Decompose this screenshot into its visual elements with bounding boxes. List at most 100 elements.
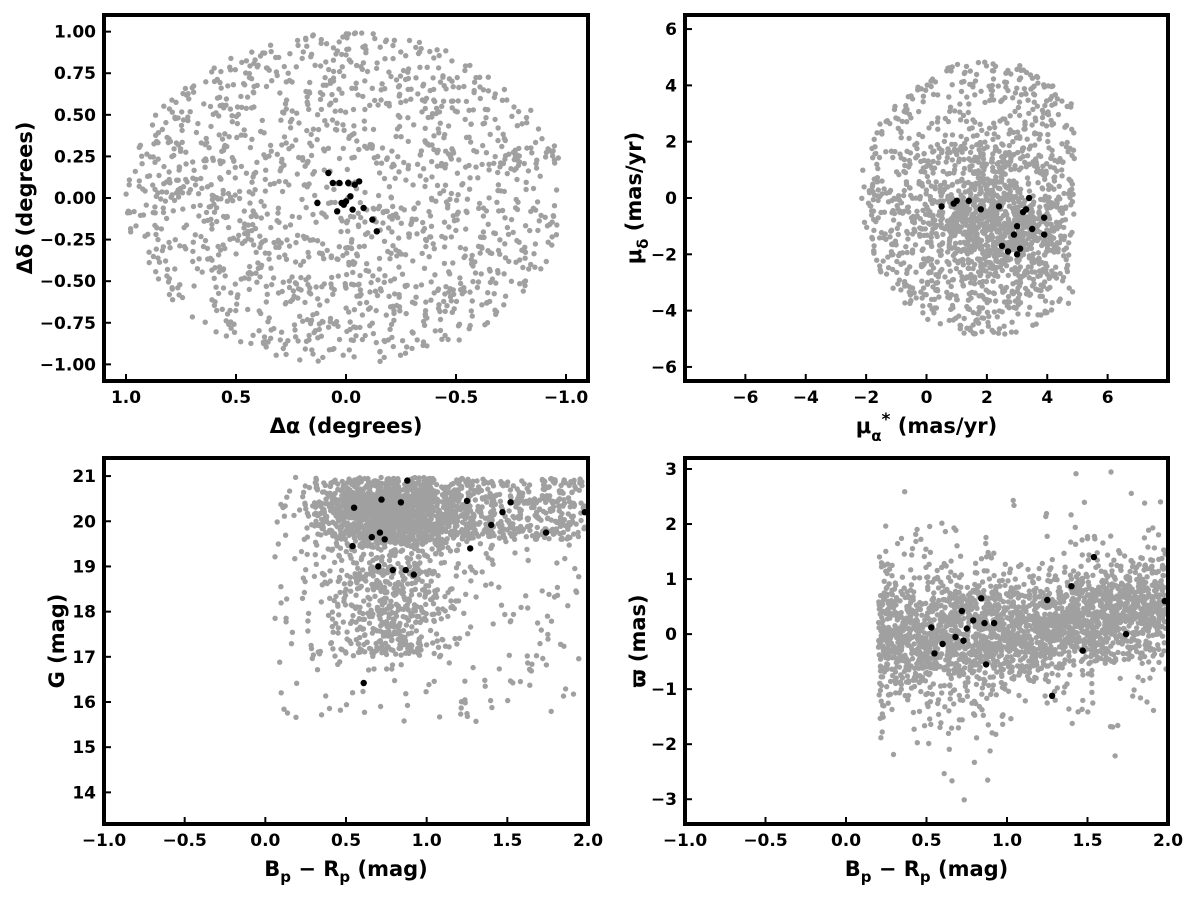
field-star-point — [978, 88, 984, 95]
field-star-point — [417, 152, 424, 158]
field-star-point — [483, 150, 490, 156]
field-star-point — [293, 239, 299, 246]
field-star-point — [166, 291, 173, 298]
field-star-point — [304, 43, 310, 49]
field-star-point — [432, 328, 438, 334]
field-star-point — [382, 56, 388, 62]
x-tick-label: 0.0 — [331, 388, 361, 408]
field-star-point — [922, 169, 928, 175]
field-star-point — [277, 90, 283, 96]
field-star-point — [1059, 167, 1065, 173]
field-star-point — [946, 65, 952, 71]
field-star-point — [413, 75, 419, 81]
field-star-point — [542, 154, 549, 160]
field-star-point — [334, 120, 340, 126]
field-star-point — [861, 184, 867, 190]
field-star-point — [215, 290, 222, 297]
field-star-point — [405, 138, 411, 145]
field-star-point — [373, 307, 379, 314]
field-star-point — [1051, 165, 1058, 171]
field-star-point — [308, 131, 314, 138]
field-star-point — [1048, 307, 1055, 313]
field-star-point — [281, 63, 287, 70]
field-star-point — [1031, 83, 1037, 89]
field-star-point — [967, 149, 974, 156]
field-star-point — [978, 243, 985, 249]
field-star-point — [530, 205, 537, 211]
field-star-point — [297, 357, 303, 363]
field-star-point — [390, 55, 396, 62]
field-star-point — [160, 205, 166, 211]
field-star-point — [232, 175, 238, 181]
field-star-point — [381, 238, 388, 244]
field-star-point — [468, 121, 474, 127]
field-star-point — [226, 134, 232, 140]
field-star-point — [1049, 200, 1055, 206]
field-star-point — [930, 149, 936, 155]
field-star-point — [497, 164, 503, 170]
field-star-point — [959, 79, 965, 85]
field-star-point — [357, 324, 363, 331]
field-star-point — [1029, 239, 1035, 246]
field-star-point — [315, 335, 321, 341]
field-star-point — [373, 65, 380, 72]
field-star-point — [150, 182, 156, 188]
field-star-point — [919, 278, 925, 284]
field-star-point — [959, 256, 966, 263]
field-star-point — [299, 196, 305, 203]
field-star-point — [467, 564, 474, 570]
field-star-point — [1033, 159, 1040, 165]
field-star-point — [1059, 210, 1066, 216]
field-star-point — [220, 285, 227, 291]
field-star-point — [502, 255, 509, 261]
field-star-point — [940, 231, 946, 238]
field-star-point — [1045, 138, 1051, 145]
field-star-point — [201, 101, 207, 107]
field-star-point — [888, 249, 895, 255]
field-star-point — [283, 256, 290, 262]
y-tick-label: −2 — [651, 245, 677, 265]
field-star-point — [994, 215, 1000, 221]
field-star-point — [554, 560, 560, 566]
field-star-point — [528, 145, 534, 151]
field-star-point — [339, 90, 345, 96]
field-star-point — [370, 273, 376, 279]
field-star-point — [880, 258, 886, 264]
field-star-point — [335, 323, 341, 329]
field-star-point — [1024, 214, 1031, 220]
field-star-point — [467, 175, 473, 181]
field-star-point — [1017, 134, 1023, 140]
field-star-point — [420, 342, 426, 349]
field-star-point — [304, 94, 310, 100]
field-star-point — [435, 126, 441, 132]
field-star-point — [390, 647, 396, 653]
field-star-point — [966, 126, 973, 132]
field-star-point — [532, 139, 539, 146]
field-star-point — [268, 327, 274, 333]
field-star-point — [362, 231, 369, 238]
field-star-point — [901, 187, 907, 194]
field-star-point — [949, 82, 955, 88]
field-star-point — [532, 264, 538, 270]
field-star-point — [355, 222, 362, 228]
field-star-point — [1066, 285, 1072, 291]
field-star-point — [160, 209, 167, 216]
field-star-point — [268, 48, 274, 55]
field-star-point — [360, 93, 366, 100]
field-star-point — [525, 168, 532, 174]
field-star-point — [185, 117, 191, 124]
field-star-point — [431, 246, 437, 252]
field-star-point — [908, 192, 914, 199]
field-star-point — [409, 345, 415, 352]
field-star-point — [456, 157, 462, 163]
field-star-point — [999, 261, 1005, 267]
field-star-point — [1021, 270, 1028, 276]
field-star-point — [223, 333, 230, 339]
field-star-point — [379, 619, 385, 626]
field-star-point — [947, 108, 953, 115]
field-star-point — [1071, 211, 1077, 217]
y-tick-label: −4 — [651, 302, 677, 322]
field-star-point — [357, 300, 363, 307]
field-star-point — [971, 281, 978, 287]
field-star-point — [172, 114, 178, 121]
